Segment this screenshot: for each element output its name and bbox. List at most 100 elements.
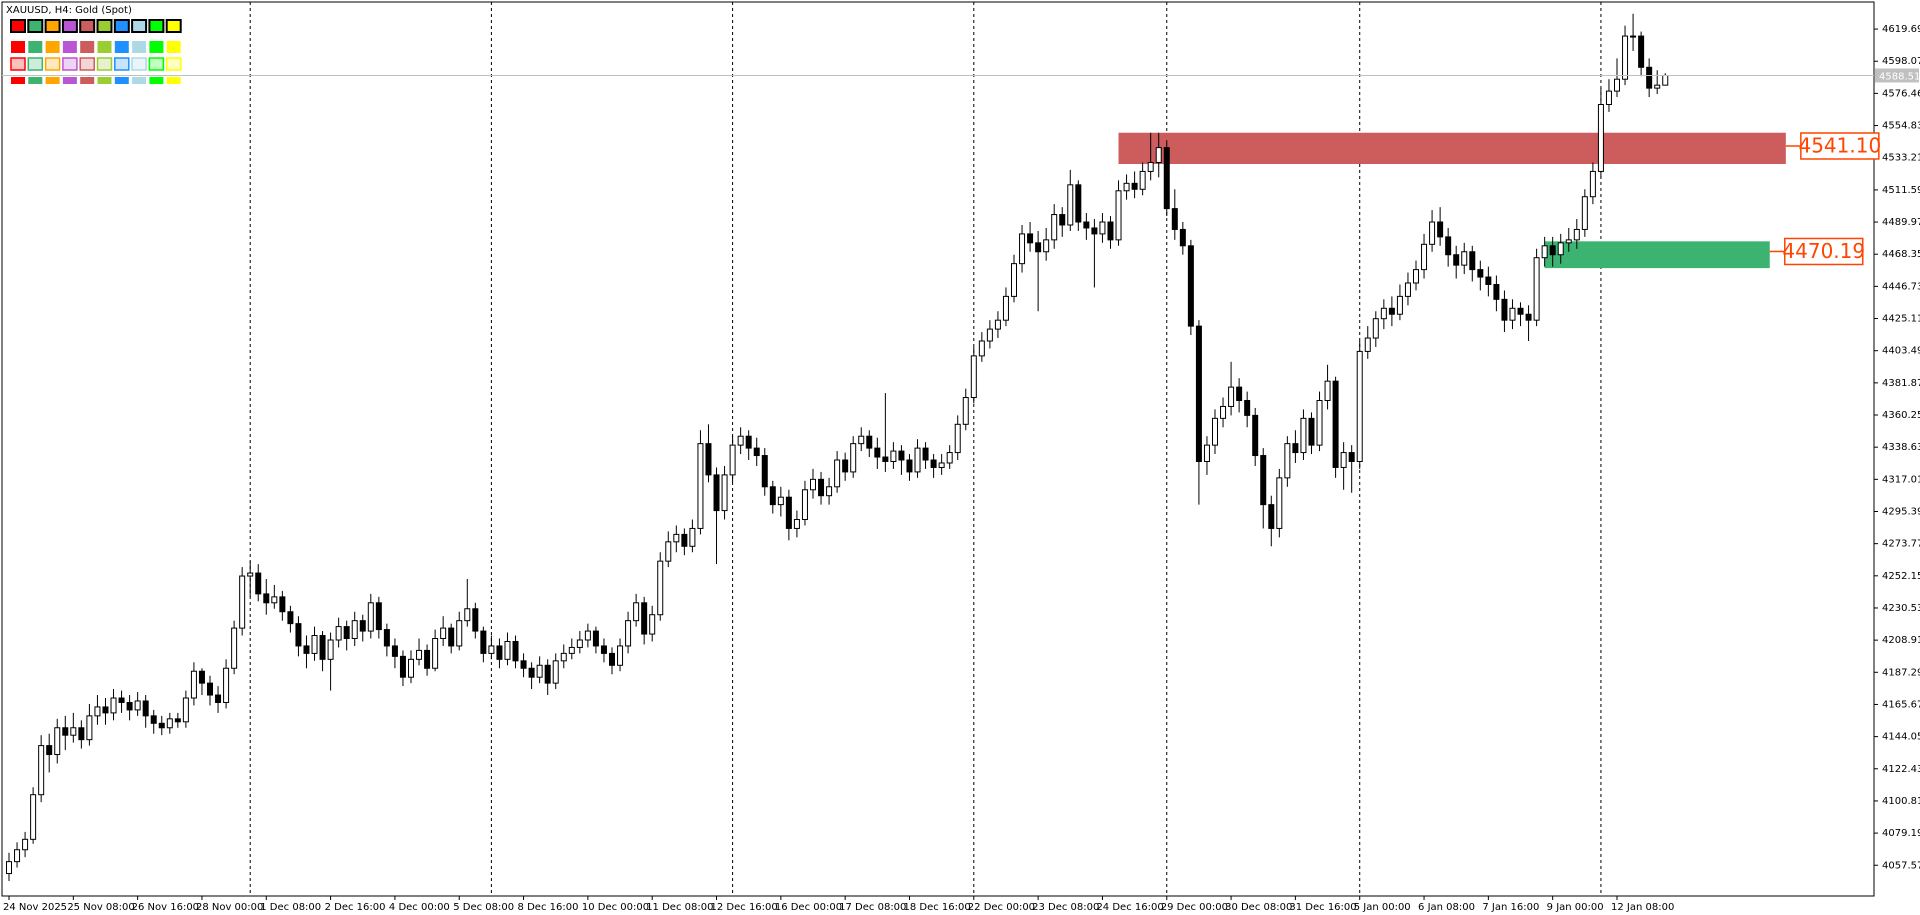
candle-body (576, 639, 583, 648)
x-tick-label: 12 Jan 08:00 (1611, 902, 1674, 913)
palette-swatch (27, 19, 44, 33)
candle-body (1469, 251, 1476, 271)
candle-body (1404, 282, 1411, 297)
candle-body (1099, 221, 1106, 235)
candle-body (1147, 162, 1154, 172)
candle-body (182, 697, 189, 723)
candle-body (62, 727, 69, 736)
palette-swatch (97, 77, 112, 84)
y-tick-label: 4100.81 (1882, 796, 1920, 807)
palette-swatch (165, 57, 182, 71)
candle-body (1179, 228, 1186, 247)
candle-body (480, 630, 487, 654)
candle-body (649, 614, 656, 635)
zone-label-box (1800, 132, 1880, 160)
candle-body (432, 638, 439, 669)
candle-body (1541, 245, 1548, 259)
candle-body (239, 575, 246, 629)
candle-body (810, 478, 816, 491)
candle-body (866, 435, 873, 449)
candle-body (86, 715, 93, 741)
candle-body (1461, 251, 1468, 266)
x-tick-label: 23 Dec 08:00 (1032, 902, 1099, 913)
x-tick-label: 6 Jan 08:00 (1418, 902, 1475, 913)
x-tick-label: 4 Dec 00:00 (389, 902, 450, 913)
candle-body (295, 623, 302, 647)
candle-body (1171, 208, 1178, 230)
candle-body (673, 533, 680, 543)
y-tick-label: 4360.25 (1882, 410, 1920, 421)
candle-body (1501, 298, 1508, 321)
y-tick-label: 4511.59 (1882, 185, 1920, 196)
x-tick-label: 17 Dec 08:00 (839, 902, 906, 913)
candle-body (584, 630, 591, 641)
candle-body (994, 319, 1001, 330)
y-tick-label: 4533.21 (1882, 153, 1920, 164)
candle-body (1115, 190, 1122, 241)
y-tick-label: 4079.19 (1882, 828, 1920, 839)
candle-body (834, 459, 841, 488)
candle-body (1300, 417, 1307, 454)
palette-swatch (28, 41, 43, 53)
candle-body (737, 435, 744, 446)
candle-body (1614, 78, 1620, 92)
candle-body (207, 682, 213, 696)
zone (1544, 241, 1770, 269)
palette-swatch (62, 57, 78, 71)
candle-body (375, 602, 382, 631)
candle-body (504, 640, 511, 660)
candle-body (1075, 184, 1082, 223)
candle-body (1228, 386, 1235, 407)
candle-body (1107, 221, 1114, 241)
x-tick-label: 5 Jan 00:00 (1354, 902, 1411, 913)
palette-swatch (149, 41, 164, 53)
candle-body (1252, 414, 1259, 457)
candle-body (399, 655, 406, 678)
candle-body (938, 462, 945, 468)
candle-body (1413, 269, 1419, 284)
x-tick-label: 12 Dec 16:00 (711, 902, 778, 913)
candle-body (898, 450, 905, 461)
y-tick-label: 4252.15 (1882, 571, 1920, 582)
candle-body (126, 701, 133, 711)
candle-body (1011, 263, 1017, 297)
candle-body (625, 620, 632, 647)
candle-body (536, 664, 543, 678)
palette-swatch (148, 19, 165, 33)
palette-swatch (44, 57, 61, 71)
candle-body (1027, 233, 1034, 244)
candle-body (279, 596, 286, 613)
candle-body (617, 645, 624, 666)
candle-body (1372, 318, 1379, 339)
candle-body (657, 560, 664, 616)
palette-swatch (132, 41, 147, 53)
x-tick-label: 30 Dec 08:00 (1225, 902, 1292, 913)
x-tick-label: 9 Jan 00:00 (1547, 902, 1604, 913)
candle-body (166, 718, 173, 729)
candle-body (319, 635, 326, 660)
candle-body (962, 397, 969, 425)
candle-body (1276, 477, 1283, 529)
candle-body (1123, 182, 1130, 192)
x-tick-label: 5 Dec 08:00 (453, 902, 514, 913)
y-tick-label: 4425.11 (1882, 314, 1920, 325)
candle-body (544, 664, 551, 684)
candle-body (753, 447, 760, 457)
x-tick-label: 1 Dec 08:00 (260, 902, 321, 913)
x-tick-label: 28 Nov 00:00 (196, 902, 263, 913)
y-tick-label: 4187.29 (1882, 667, 1920, 678)
x-tick-label: 11 Dec 08:00 (646, 902, 713, 913)
candle-body (1509, 307, 1516, 321)
candle-body (118, 697, 125, 703)
candle-body (930, 459, 937, 468)
candle-body (858, 435, 865, 445)
candle-body (1388, 307, 1395, 315)
candle-body (22, 838, 29, 851)
palette-swatch (79, 57, 95, 71)
candle-body (150, 715, 157, 724)
candle-body (46, 745, 53, 756)
candle-body (1220, 405, 1227, 419)
candle-body (986, 328, 993, 342)
candle-body (383, 629, 390, 647)
candle-body (1380, 307, 1387, 320)
